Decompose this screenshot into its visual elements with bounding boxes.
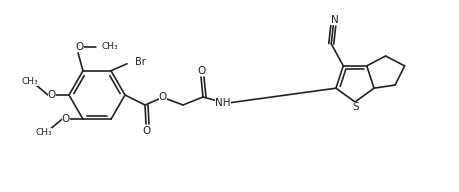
Text: O: O xyxy=(48,90,56,100)
Text: CH₃: CH₃ xyxy=(102,42,118,51)
Text: O: O xyxy=(158,92,167,102)
Text: S: S xyxy=(352,102,358,112)
Text: O: O xyxy=(76,42,84,52)
Text: CH₃: CH₃ xyxy=(36,128,52,137)
Text: CH₃: CH₃ xyxy=(22,78,38,87)
Text: Br: Br xyxy=(134,57,146,67)
Text: NH: NH xyxy=(215,98,230,108)
Text: O: O xyxy=(143,126,151,136)
Text: O: O xyxy=(197,66,206,76)
Text: N: N xyxy=(330,15,338,25)
Text: O: O xyxy=(62,114,70,124)
